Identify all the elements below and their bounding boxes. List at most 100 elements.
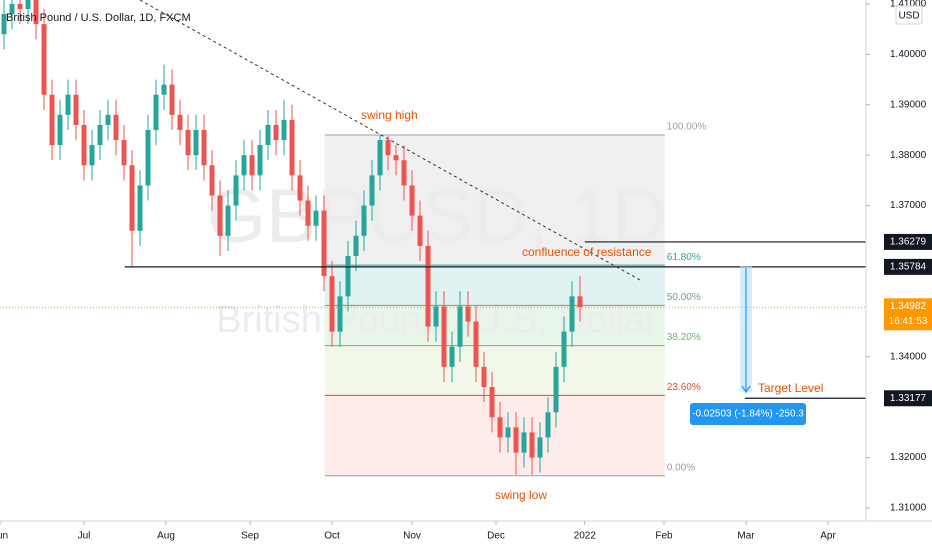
y-tick-label: 1.32000 [890,452,927,463]
time-axis [0,521,866,550]
candle-body [153,94,159,130]
candle-body [281,119,287,141]
watermark-symbol: GBPUSD, 1D [207,174,667,259]
candle-body [497,417,503,438]
candle-body [465,306,471,322]
x-tick-label: Jul [78,531,91,542]
annotation: swing low [495,488,547,502]
candle-body [9,3,15,15]
y-tick-label: 1.34000 [890,351,927,362]
x-tick-label: Apr [820,531,836,542]
x-tick-label: Nov [403,531,421,542]
price-tag [884,298,932,331]
y-tick-label: 1.37000 [890,200,927,211]
candle-body [65,94,71,115]
candle-body [361,205,367,236]
candle-body [257,145,263,176]
candle-body [185,129,191,156]
candle-body [193,129,199,156]
candle-body [57,114,63,146]
candle-body [265,124,271,146]
candle-body [545,412,551,438]
candle-body [401,160,407,186]
candle-body [161,84,167,95]
candle-body [129,165,135,231]
level-tag [884,258,932,275]
candle-body [321,210,327,277]
candle-body [73,94,79,125]
y-tick-label: 1.31000 [890,503,927,514]
x-tick-label: Aug [157,531,175,542]
y-tick-label: 1.38000 [890,150,927,161]
candle-body [169,84,175,115]
currency: USD [898,11,919,22]
annotation: Target Level [758,381,823,395]
candle-body [137,185,143,231]
currency-box[interactable] [895,5,923,25]
x-tick-label: Dec [487,531,505,542]
annotation: swing high [361,108,418,122]
candle-body [17,3,23,10]
x-tick-label: Sep [241,531,259,542]
candle-body [89,145,95,166]
fib-label: 23.60% [667,382,701,393]
level-tag-label: 1.36279 [890,237,927,248]
candle-body [49,94,55,146]
candle-body [353,235,359,256]
fib-label: 50.00% [667,292,701,303]
candle-body [473,321,479,367]
level-tag-label: 1.33177 [890,393,927,404]
x-tick-label: Oct [324,531,340,542]
candle-body [225,205,231,236]
annotation: confluence of resistance [522,245,652,259]
fib-label: 100.00% [667,122,707,133]
candle-body [457,306,463,347]
candle-body [513,427,519,453]
candle-body [505,427,511,438]
candle-body [241,155,247,176]
price-axis [866,0,932,550]
candle-body [385,140,391,156]
fib-zone [324,305,665,346]
x-tick-label: 2022 [574,531,597,542]
candle-body [201,129,207,166]
candle-body [577,296,583,308]
x-tick-label: Mar [737,531,755,542]
candle-body [441,306,447,367]
candle-body [537,437,543,458]
fib-zone [324,265,665,306]
candle-body [297,175,303,201]
y-tick-label: 1.41000 [890,0,927,10]
candle-body [377,140,383,176]
y-tick-label: 1.40000 [890,49,927,60]
candle-body [425,245,431,327]
candle-body [105,114,111,125]
arrow-head [741,385,751,394]
candle-body [113,114,119,141]
candle-body [337,296,343,332]
candle-body [121,140,127,166]
candle-body [313,210,319,226]
candle-body [345,255,351,297]
candle-body [1,14,7,35]
fib-label: 61.80% [667,252,701,263]
candle-body [81,124,87,166]
y-tick-label: 1.39000 [890,99,927,110]
candle-body [145,129,151,186]
candle-body [369,175,375,206]
candle-body [529,432,535,458]
candle-body [33,0,39,25]
candle-body [41,24,47,95]
candle-body [561,331,567,367]
candle-body [393,155,399,161]
fib-label: 0.00% [667,462,695,473]
candle-body [481,366,487,388]
candle-body [97,124,103,146]
measure-box [690,403,806,425]
candle-body [569,296,575,332]
candle-body [329,276,335,332]
candle-body [409,185,415,216]
level-tag [884,390,932,407]
fib-zone [324,395,665,476]
